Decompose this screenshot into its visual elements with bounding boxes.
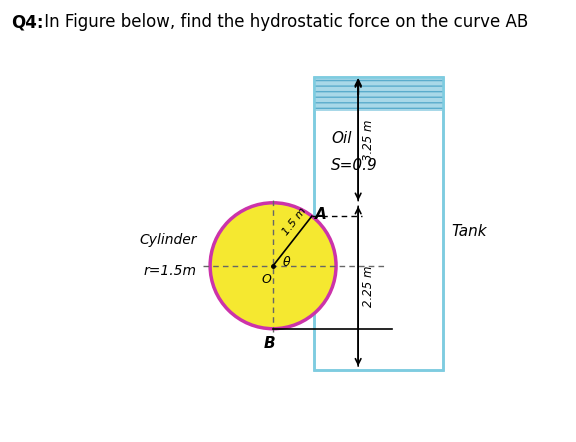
Text: A: A — [315, 207, 327, 222]
Text: Cylinder: Cylinder — [139, 233, 196, 247]
Text: 1.5 m: 1.5 m — [281, 206, 308, 237]
Text: In Figure below, find the hydrostatic force on the curve AB: In Figure below, find the hydrostatic fo… — [39, 13, 528, 31]
Text: r=1.5m: r=1.5m — [143, 264, 196, 278]
Text: Q4:: Q4: — [12, 13, 44, 31]
Text: Oil: Oil — [331, 131, 351, 145]
Bar — [314, 77, 444, 370]
Text: $\theta$: $\theta$ — [282, 255, 291, 269]
Circle shape — [210, 203, 336, 329]
Text: B: B — [264, 335, 275, 351]
Text: S=0.9: S=0.9 — [331, 158, 378, 173]
Bar — [314, 77, 444, 370]
Text: O: O — [262, 273, 271, 286]
Bar — [314, 77, 444, 111]
Text: 2.25 m: 2.25 m — [362, 266, 375, 307]
Text: Tank: Tank — [452, 225, 487, 240]
Text: 3.25 m: 3.25 m — [362, 119, 375, 161]
